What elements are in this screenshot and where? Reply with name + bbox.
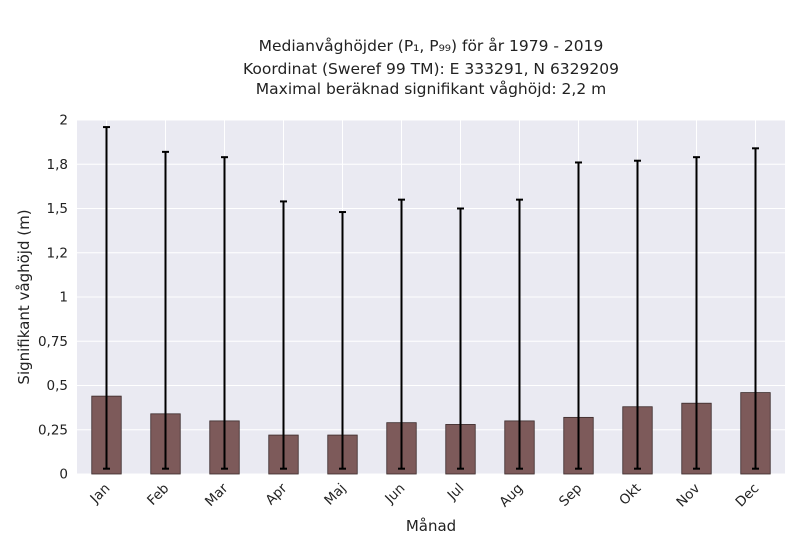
y-tick-label: 0,5 [47,378,68,394]
x-tick-label-sep: Sep [556,481,585,510]
chart-title-line-2: Koordinat (Sweref 99 TM): E 333291, N 63… [243,60,619,78]
y-tick-label: 0 [59,467,68,483]
error-bars [103,126,759,470]
y-tick-label: 0,75 [38,334,68,350]
chart-title-line-3: Maximal beräknad signifikant våghöjd: 2,… [256,80,606,98]
x-axis-label: Månad [406,517,456,535]
y-axis-label: Signifikant våghöjd (m) [15,209,33,384]
x-tick-label-jul: Jul [444,481,468,505]
x-tick-label-feb: Feb [144,481,172,509]
y-tick-label: 2 [59,113,68,129]
x-tick-label-jan: Jan [87,481,114,508]
x-tick-label-mar: Mar [202,480,232,510]
x-tick-label-apr: Apr [262,480,290,508]
x-tick-label-nov: Nov [673,481,703,511]
x-tick-label-jun: Jun [381,481,408,508]
x-tick-label-maj: Maj [321,481,349,509]
y-tick-label: 1,5 [47,201,68,217]
chart-title: Medianvåghöjder (P₁, P₉₉) för år 1979 - … [243,37,619,98]
y-tick-label: 1,2 [47,245,68,261]
chart-title-line-1: Medianvåghöjder (P₁, P₉₉) för år 1979 - … [259,37,604,55]
x-axis-ticks: Jan Feb Mar Apr Maj Jun Jul Aug Sep Okt Nov Dec [87,480,763,510]
x-tick-label-dec: Dec [733,481,763,511]
x-tick-label-aug: Aug [496,481,526,511]
y-tick-label: 0,25 [38,422,68,438]
y-axis-ticks: 0 0,25 0,5 0,75 1 1,2 1,5 1,8 2 [38,113,68,483]
y-tick-label: 1 [59,290,68,306]
y-tick-label: 1,8 [47,157,68,173]
x-tick-label-okt: Okt [616,481,644,509]
